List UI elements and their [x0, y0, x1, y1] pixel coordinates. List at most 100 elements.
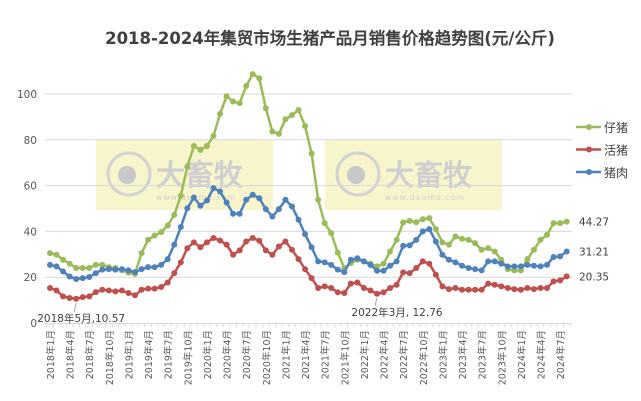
x-tick-label: 2019年10月: [182, 330, 194, 385]
data-point: [380, 260, 387, 267]
data-point: [236, 210, 243, 217]
data-point: [544, 261, 551, 268]
data-point: [315, 258, 322, 265]
data-point: [210, 132, 217, 139]
data-point: [498, 260, 505, 267]
data-point: [550, 220, 557, 227]
data-point: [426, 260, 433, 267]
x-tick-label: 2018年10月: [104, 330, 116, 385]
data-point: [524, 284, 531, 291]
data-point: [328, 261, 335, 268]
data-point: [439, 283, 446, 290]
x-tick-label: 2024年4月: [536, 330, 548, 379]
legend-item: 活猪: [576, 144, 628, 158]
data-point: [413, 265, 420, 272]
data-point: [243, 196, 250, 203]
data-point: [262, 247, 269, 254]
data-point: [118, 287, 125, 294]
data-point: [249, 71, 256, 78]
data-point: [432, 238, 439, 245]
series-lines: 44.27 20.35 31.21: [47, 71, 609, 302]
end-value-label: 31.21: [579, 247, 609, 259]
data-point: [73, 265, 80, 272]
data-point: [223, 199, 230, 206]
data-point: [413, 236, 420, 243]
data-point: [282, 196, 289, 203]
data-point: [269, 251, 276, 258]
data-point: [132, 292, 139, 299]
series-活猪: 20.35: [47, 235, 609, 302]
data-point: [419, 216, 426, 223]
data-point: [295, 256, 302, 263]
data-point: [308, 275, 315, 282]
data-point: [563, 218, 570, 225]
data-point: [151, 285, 158, 292]
data-point: [321, 283, 328, 290]
data-point: [465, 236, 472, 243]
x-tick-label: 2020年7月: [241, 330, 253, 379]
data-point: [511, 263, 518, 270]
data-point: [400, 242, 407, 249]
data-point: [387, 248, 394, 255]
data-point: [230, 210, 237, 217]
data-point: [537, 263, 544, 270]
data-point: [491, 258, 498, 265]
data-point: [524, 261, 531, 268]
data-point: [504, 263, 511, 270]
watermark-logo-text: 大畜牧: [385, 158, 473, 192]
data-point: [517, 286, 524, 293]
data-point: [47, 261, 53, 268]
data-point: [347, 280, 354, 287]
data-point: [86, 273, 93, 280]
legend-item: 仔猪: [576, 121, 628, 135]
data-point: [145, 285, 152, 292]
data-point: [184, 163, 191, 170]
data-point: [432, 271, 439, 278]
data-point: [66, 295, 73, 302]
data-point: [302, 266, 309, 273]
data-point: [138, 286, 145, 293]
gridlines: [45, 93, 572, 278]
chart-title: 2018-2024年集贸市场生猪产品月销售价格趋势图(元/公斤): [105, 28, 555, 48]
data-point: [73, 295, 80, 302]
y-axis: 0 20 40 60 80 100: [17, 89, 37, 330]
data-point: [485, 258, 492, 265]
data-point: [99, 286, 106, 293]
x-tick-label: 2020年1月: [202, 330, 214, 379]
legend-marker: [586, 146, 592, 153]
data-point: [79, 275, 86, 282]
data-point: [472, 240, 479, 247]
data-point: [230, 251, 237, 258]
data-point: [184, 245, 191, 252]
data-point: [164, 222, 171, 229]
data-point: [60, 256, 67, 263]
y-tick-label: 20: [24, 272, 37, 284]
legend-label: 活猪: [604, 144, 628, 158]
data-point: [354, 255, 361, 262]
data-point: [478, 286, 485, 293]
data-point: [387, 284, 394, 291]
data-point: [374, 267, 380, 274]
data-point: [288, 203, 295, 210]
data-point: [60, 268, 67, 275]
data-point: [315, 196, 322, 203]
data-point: [262, 105, 269, 112]
data-point: [190, 142, 197, 149]
data-point: [275, 243, 282, 250]
data-point: [557, 277, 564, 284]
data-point: [217, 110, 224, 117]
x-tick-label: 2023年10月: [496, 330, 508, 385]
data-point: [171, 270, 178, 277]
data-point: [92, 289, 99, 296]
logo-icon: [106, 151, 152, 197]
x-tick-label: 2018年7月: [84, 330, 96, 379]
data-point: [334, 266, 341, 273]
data-point: [105, 266, 112, 273]
data-point: [236, 100, 243, 107]
data-point: [256, 75, 263, 82]
data-point: [99, 266, 106, 273]
data-point: [498, 283, 505, 290]
data-point: [387, 262, 394, 269]
x-tick-label: 2018年4月: [65, 330, 77, 379]
data-point: [530, 246, 537, 253]
